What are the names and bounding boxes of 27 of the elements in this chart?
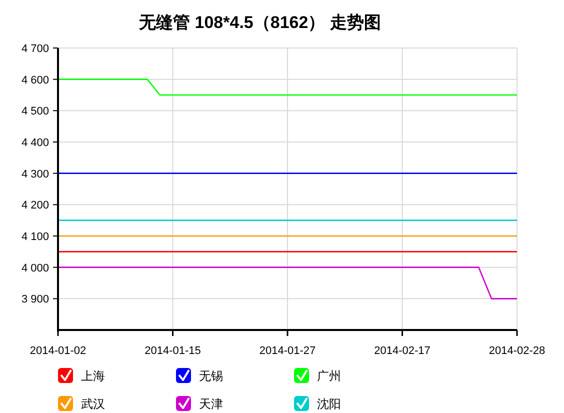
legend-item: 天津 [176,396,223,411]
y-tick-label: 4 700 [21,43,49,55]
y-tick-label: 4 600 [21,74,49,86]
y-tick-label: 4 000 [21,262,49,274]
legend-label: 沈阳 [317,397,341,411]
chart-title: 无缝管 108*4.5（8162） 走势图 [138,13,381,32]
legend-label: 上海 [81,369,105,383]
legend-item: 无锡 [176,368,223,383]
legend-label: 天津 [199,397,223,411]
legend-item: 广州 [294,368,341,383]
x-tick-label: 2014-01-27 [259,345,316,357]
x-tick-label: 2014-01-15 [144,345,201,357]
y-tick-label: 4 300 [21,168,49,180]
x-tick-label: 2014-01-02 [30,345,86,357]
legend-item: 上海 [58,368,105,383]
legend-label: 无锡 [199,369,223,383]
y-tick-label: 4 200 [21,200,49,212]
legend-item: 沈阳 [294,396,341,411]
x-tick-label: 2014-02-17 [374,345,430,357]
legend-label: 武汉 [81,397,105,411]
legend-item: 武汉 [58,396,105,411]
y-tick-label: 4 500 [21,106,49,118]
x-tick-label: 2014-02-28 [488,345,546,357]
y-tick-label: 4 400 [21,137,49,149]
y-tick-label: 4 100 [21,231,49,243]
y-tick-label: 3 900 [21,294,49,306]
legend-label: 广州 [317,369,341,383]
